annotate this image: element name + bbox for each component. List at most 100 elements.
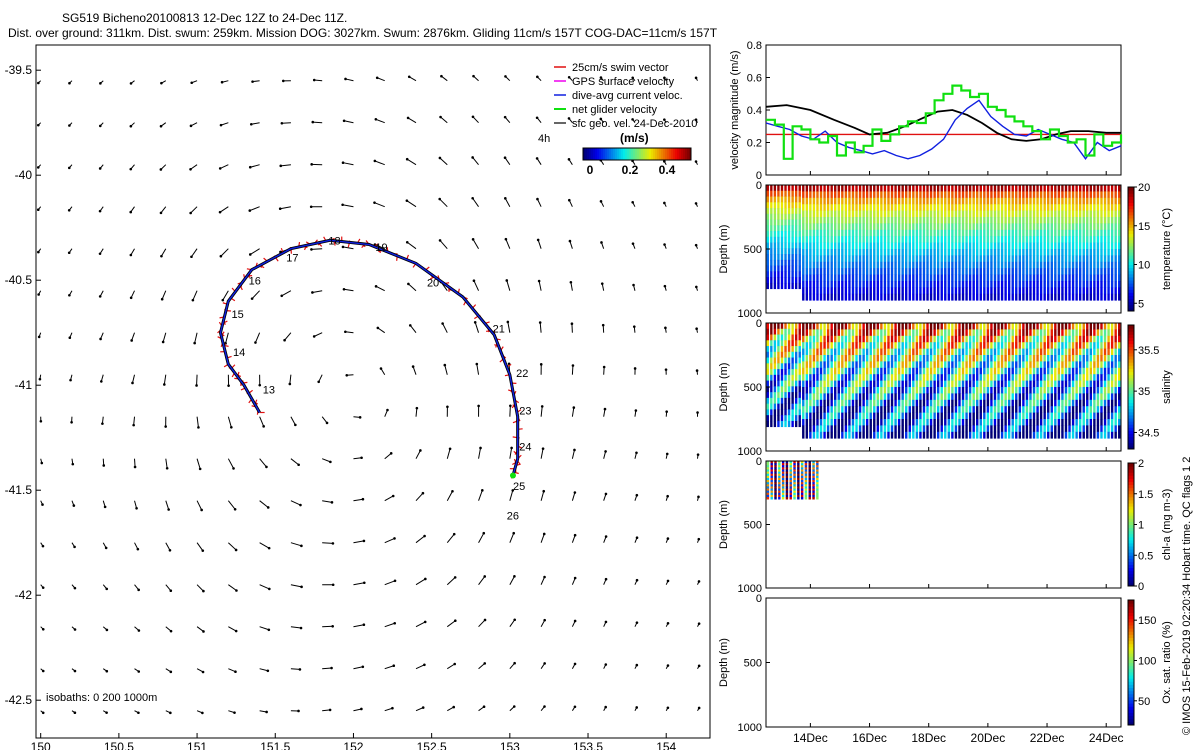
section-cell xyxy=(1078,367,1082,375)
section-cell xyxy=(869,185,872,192)
section-cell xyxy=(777,208,780,215)
section-cell xyxy=(912,380,915,388)
current-arrow-head xyxy=(227,384,230,387)
section-cell xyxy=(983,406,986,413)
section-cell xyxy=(905,348,908,356)
section-cell xyxy=(855,217,858,224)
section-cell xyxy=(787,369,791,376)
section-cell xyxy=(919,431,922,439)
section-cell xyxy=(997,293,1000,301)
section-cell xyxy=(990,261,993,269)
section-cell xyxy=(983,342,986,349)
section-cell xyxy=(873,399,876,407)
section-cell xyxy=(798,248,801,255)
section-cell xyxy=(791,236,794,243)
section-cell xyxy=(1103,255,1107,263)
section-cell xyxy=(1043,380,1046,388)
section-cell xyxy=(1004,261,1007,269)
section-cell xyxy=(933,204,936,211)
current-arrow-head xyxy=(159,124,163,128)
section-cell xyxy=(1029,268,1032,275)
current-arrow-head xyxy=(483,575,487,578)
section-cell xyxy=(890,393,894,401)
section-cell xyxy=(901,242,904,250)
section-cell xyxy=(1064,287,1068,295)
section-cell xyxy=(915,419,919,426)
current-arrow xyxy=(472,116,479,124)
section-cell xyxy=(873,281,876,288)
section-cell xyxy=(1078,274,1082,282)
section-cell xyxy=(880,249,883,256)
speed-colorbar-cell xyxy=(665,148,668,160)
current-arrow xyxy=(342,204,354,208)
section-colorbar-cell xyxy=(1128,208,1134,213)
section-cell xyxy=(809,374,812,381)
section-cell xyxy=(961,236,965,243)
section-cell xyxy=(1096,387,1100,394)
section-cell xyxy=(1043,393,1046,401)
section-cell xyxy=(880,210,883,218)
section-cell xyxy=(944,335,947,343)
current-arrow-head xyxy=(696,453,700,456)
section-cell xyxy=(954,217,958,224)
section-cell xyxy=(922,217,926,224)
section-cell xyxy=(1018,249,1022,256)
section-cell xyxy=(926,412,929,420)
section-cell xyxy=(844,217,848,224)
section-cell xyxy=(1007,255,1011,263)
section-cell xyxy=(766,369,769,376)
section-cell xyxy=(944,348,947,356)
section-cell xyxy=(905,229,908,237)
section-cell xyxy=(1089,249,1093,256)
section-cell xyxy=(805,229,809,237)
section-cell xyxy=(905,367,908,375)
section-cell xyxy=(919,287,922,295)
section-cell xyxy=(1054,255,1057,263)
section-colorbar-cell xyxy=(1128,295,1134,300)
section-cell xyxy=(1096,355,1100,362)
current-arrow-head xyxy=(294,423,297,427)
section-cell xyxy=(880,367,883,375)
speed-colorbar-cell xyxy=(605,148,608,160)
section-cell xyxy=(816,482,819,485)
section-cell xyxy=(809,281,812,288)
section-cell xyxy=(800,477,804,481)
section-cell xyxy=(770,471,773,475)
section-cell xyxy=(894,197,897,205)
section-cell xyxy=(823,425,826,433)
section-cell xyxy=(773,219,777,226)
current-arrow-head xyxy=(280,121,284,125)
section-cell xyxy=(1071,274,1075,282)
section-cell xyxy=(780,374,784,381)
section-cell xyxy=(777,374,780,381)
current-arrow-head xyxy=(189,211,192,215)
section-cell xyxy=(1071,412,1075,420)
section-cell xyxy=(837,387,840,394)
section-cell xyxy=(834,348,837,356)
section-cell xyxy=(983,223,986,231)
section-cell xyxy=(865,223,869,231)
section-cell xyxy=(1047,255,1050,263)
section-cell xyxy=(1057,255,1061,263)
current-arrow-head xyxy=(635,451,638,455)
section-cell xyxy=(787,185,791,192)
section-cell xyxy=(986,191,990,199)
section-cell xyxy=(1043,361,1046,369)
section-cell xyxy=(876,387,880,394)
section-cell xyxy=(1036,406,1039,413)
section-cell xyxy=(873,425,876,433)
current-arrow xyxy=(227,416,232,428)
section-cell xyxy=(1107,335,1110,343)
current-arrow-head xyxy=(665,452,669,456)
section-cell xyxy=(1018,274,1022,282)
section-colorbar-border xyxy=(1127,324,1135,450)
current-arrow-head xyxy=(362,539,366,543)
section-cell xyxy=(915,431,919,439)
current-arrow xyxy=(322,709,331,712)
section-cell xyxy=(972,387,975,394)
current-arrow xyxy=(250,248,260,255)
section-cell xyxy=(1025,249,1029,256)
velocity-y-tick-label: 0.4 xyxy=(747,105,762,117)
section-cell xyxy=(770,185,773,192)
section-cell xyxy=(1061,255,1064,263)
